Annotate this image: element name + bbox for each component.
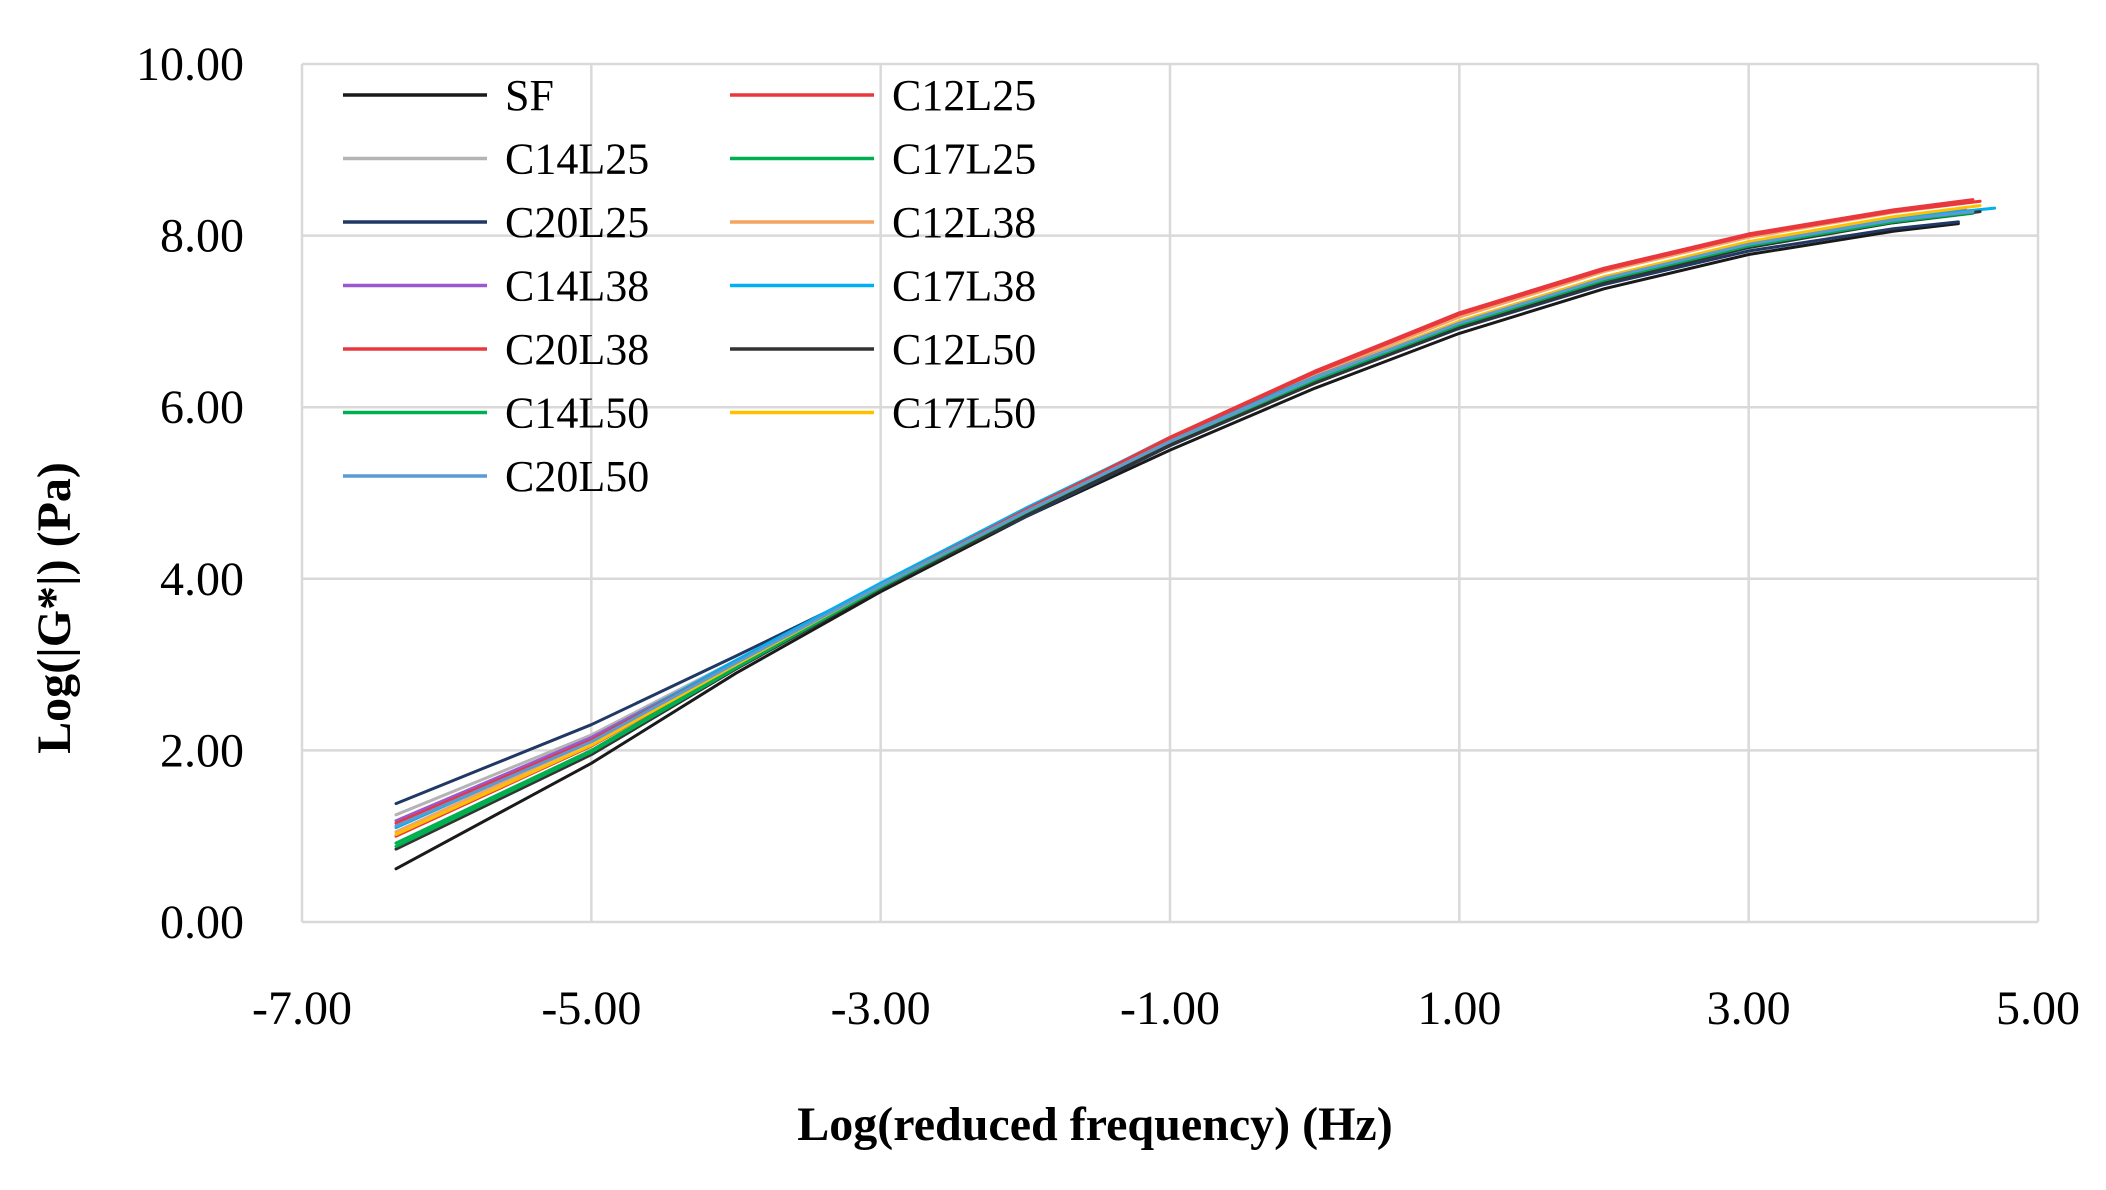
x-tick-label: -3.00 bbox=[831, 982, 931, 1035]
legend-label-c14l25: C14L25 bbox=[505, 135, 649, 184]
legend-label-c17l50: C17L50 bbox=[892, 389, 1036, 438]
legend-label-c12l38: C12L38 bbox=[892, 198, 1036, 247]
y-tick-label: 10.00 bbox=[136, 38, 244, 91]
x-tick-label: 1.00 bbox=[1417, 982, 1501, 1035]
grid bbox=[300, 62, 2040, 924]
x-tick-label: 3.00 bbox=[1707, 982, 1791, 1035]
y-tick-label: 2.00 bbox=[160, 724, 244, 777]
x-tick-label: -1.00 bbox=[1120, 982, 1220, 1035]
legend-label-c20l38: C20L38 bbox=[505, 325, 649, 374]
y-tick-label: 0.00 bbox=[160, 896, 244, 949]
legend-label-c20l25: C20L25 bbox=[505, 198, 649, 247]
series-lines bbox=[394, 198, 1997, 871]
legend-label-c14l38: C14L38 bbox=[505, 262, 649, 311]
series-line-c20l50 bbox=[394, 210, 1975, 828]
y-axis-title: Log(|G*|) (Pa) bbox=[28, 462, 81, 754]
x-axis-title: Log(reduced frequency) (Hz) bbox=[797, 1098, 1392, 1151]
legend-label-sf: SF bbox=[505, 71, 554, 120]
axes: -7.00 -5.00 -3.00 -1.00 1.00 3.00 5.00 0.00 2.00… bbox=[136, 38, 2080, 1035]
legend-label-c12l50: C12L50 bbox=[892, 325, 1036, 374]
legend-label-c20l50: C20L50 bbox=[505, 452, 649, 501]
legend-label-c17l25: C17L25 bbox=[892, 135, 1036, 184]
y-tick-label: 8.00 bbox=[160, 210, 244, 263]
x-tick-label: -7.00 bbox=[252, 982, 352, 1035]
y-tick-label: 6.00 bbox=[160, 381, 244, 434]
y-tick-label: 4.00 bbox=[160, 553, 244, 606]
series-line-sf bbox=[394, 222, 1960, 871]
legend-label-c17l38: C17L38 bbox=[892, 262, 1036, 311]
legend: SF C12L25 C14L25 C17L25 C20L25 C12L38 C14L38 C1… bbox=[343, 71, 1036, 501]
x-tick-label: -5.00 bbox=[541, 982, 641, 1035]
legend-label-c14l50: C14L50 bbox=[505, 389, 649, 438]
legend-label-c12l25: C12L25 bbox=[892, 71, 1036, 120]
x-tick-label: 5.00 bbox=[1996, 982, 2080, 1035]
